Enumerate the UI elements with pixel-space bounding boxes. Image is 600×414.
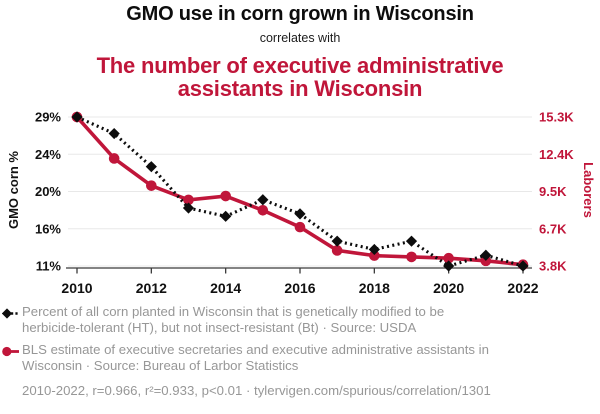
y-tick-label-left: 16%: [35, 221, 61, 236]
y-tick-label-right: 9.5K: [539, 184, 567, 199]
red-circle-solid-icon: [2, 345, 19, 363]
black-diamond-dashed-icon: [1, 307, 19, 325]
legend-item-gmo: Percent of all corn planted in Wisconsin…: [1, 304, 584, 337]
y-tick-label-left: 29%: [35, 110, 61, 125]
legend-gmo-line2: herbicide-tolerant (HT), but not insect-…: [22, 320, 417, 336]
data-point-diamond: [108, 127, 120, 140]
x-tick-label: 2016: [284, 280, 315, 296]
data-point-circle: [146, 180, 157, 191]
y-tick-label-left: 20%: [35, 184, 61, 199]
y-tick-label-right: 12.4K: [539, 147, 574, 162]
x-tick-label: 2020: [433, 280, 464, 296]
title-top-series: GMO use in corn grown in Wisconsin: [126, 3, 474, 25]
data-point-diamond: [517, 260, 529, 272]
x-tick-label: 2010: [61, 280, 92, 296]
y-tick-label-right: 3.8K: [539, 259, 567, 274]
y-tick-label-left: 11%: [36, 259, 62, 274]
data-point-diamond: [331, 235, 343, 247]
x-tick-label: 2018: [359, 280, 390, 296]
y-tick-label-right: 15.3K: [539, 110, 574, 125]
data-point-diamond: [220, 210, 232, 222]
data-point-diamond: [405, 235, 418, 247]
y-tick-label-right: 6.7K: [539, 221, 567, 236]
legend-laborers-line1: BLS estimate of executive secretaries an…: [22, 342, 489, 357]
legend-laborers-line2: Wisconsin · Source: Bureau of Larbor Sta…: [22, 358, 299, 374]
data-point-circle: [183, 194, 194, 206]
title-bottom-series: The number of executive administrative a…: [0, 54, 600, 100]
data-point-circle: [220, 190, 231, 202]
data-point-diamond: [145, 161, 157, 173]
correlates-with-label: correlates with: [259, 31, 341, 45]
data-point-circle: [257, 204, 269, 216]
data-point-circle: [294, 221, 306, 233]
data-point-diamond: [294, 208, 306, 220]
y-axis-title-left: GMO corn %: [6, 151, 21, 230]
legend-label-laborers: BLS estimate of executive secretaries an…: [22, 342, 584, 375]
x-tick-label: 2014: [210, 280, 241, 296]
title-bottom-line2: assistants in Wisconsin: [177, 76, 423, 101]
chart-canvas: 2010 2012 2014 2016 2018 2020 2022 29% 24% 20% 16%…: [35, 110, 574, 297]
data-point-diamond: [71, 111, 83, 123]
x-tick-label: 2012: [136, 280, 167, 296]
title-bottom-line1: The number of executive administrative: [96, 53, 504, 78]
data-point-circle: [108, 153, 120, 164]
legend-item-laborers: BLS estimate of executive secretaries an…: [2, 342, 584, 375]
legend-gmo-line1: Percent of all corn planted in Wisconsin…: [22, 304, 445, 319]
stats-footer: 2010-2022, r=0.966, r²=0.933, p<0.01 · t…: [22, 383, 491, 398]
data-point-diamond: [443, 260, 455, 272]
data-point-circle: [406, 251, 417, 263]
data-point-diamond: [257, 194, 269, 206]
data-point-diamond: [480, 249, 492, 261]
y-axis-title-right: Laborers: [581, 162, 596, 218]
legend-label-gmo: Percent of all corn planted in Wisconsin…: [22, 304, 584, 337]
data-point-circle: [369, 250, 380, 261]
x-tick-label: 2022: [507, 280, 538, 296]
data-point-circle: [443, 252, 454, 264]
data-point-diamond: [368, 243, 380, 256]
data-point-circle: [331, 245, 343, 256]
series-line-laborers: [75, 115, 524, 267]
y-tick-label-left: 24%: [35, 147, 61, 162]
